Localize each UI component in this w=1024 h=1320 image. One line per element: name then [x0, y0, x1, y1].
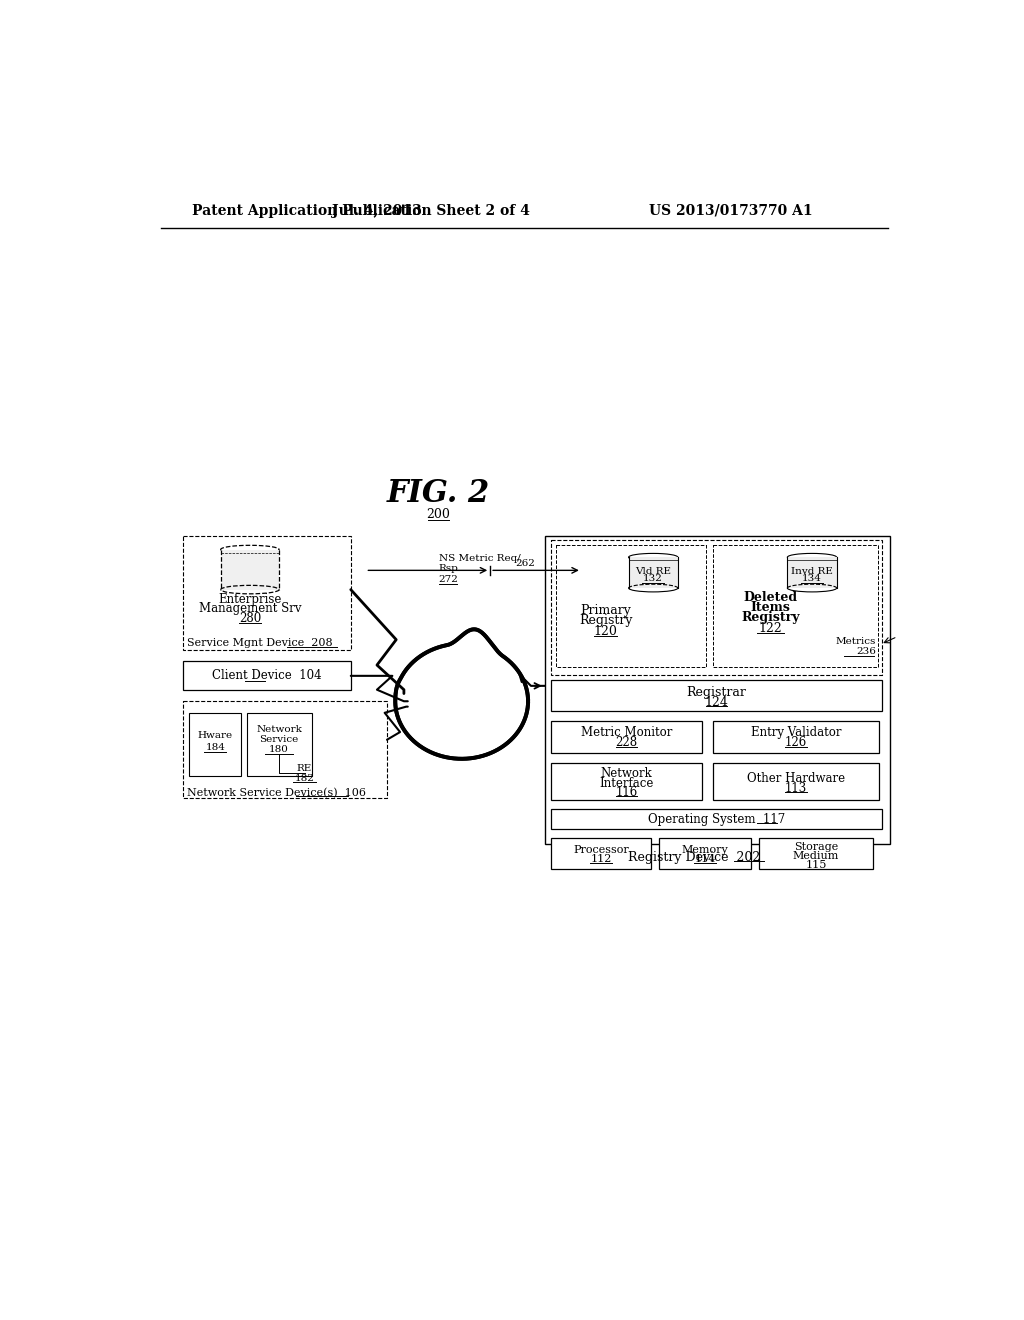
Bar — [713, 721, 879, 752]
Text: NS Metric Req/: NS Metric Req/ — [438, 554, 520, 564]
Text: 262: 262 — [515, 558, 535, 568]
Text: Hware: Hware — [198, 731, 232, 741]
Text: 112: 112 — [591, 854, 611, 865]
Bar — [551, 540, 882, 675]
Text: Medium: Medium — [793, 851, 839, 861]
Text: Other Hardware: Other Hardware — [746, 772, 845, 785]
Bar — [551, 838, 651, 869]
Text: Registrar: Registrar — [687, 686, 746, 700]
Text: 122: 122 — [759, 622, 782, 635]
Bar — [658, 838, 752, 869]
Bar — [183, 661, 351, 690]
Text: US 2013/0173770 A1: US 2013/0173770 A1 — [649, 203, 813, 218]
Text: 228: 228 — [615, 737, 638, 750]
Bar — [629, 557, 678, 589]
Text: 182: 182 — [295, 774, 314, 783]
Bar — [787, 557, 837, 589]
Bar — [183, 536, 351, 649]
Polygon shape — [395, 630, 528, 759]
Text: Enterprise: Enterprise — [218, 593, 282, 606]
Text: Storage: Storage — [794, 842, 838, 851]
Text: Network Service Device(s)  106: Network Service Device(s) 106 — [186, 788, 366, 799]
Text: 200: 200 — [427, 508, 451, 521]
Text: 126: 126 — [784, 737, 807, 750]
Bar — [713, 763, 879, 800]
Text: Registry Device  202: Registry Device 202 — [628, 851, 761, 865]
Text: Entry Validator: Entry Validator — [751, 726, 841, 739]
Text: RE: RE — [297, 764, 312, 772]
Text: 116: 116 — [615, 785, 638, 799]
Text: Metric Monitor: Metric Monitor — [581, 726, 672, 739]
Text: 180: 180 — [269, 746, 289, 754]
Text: Jul. 4, 2013   Sheet 2 of 4: Jul. 4, 2013 Sheet 2 of 4 — [332, 203, 529, 218]
Bar — [759, 838, 872, 869]
Text: Interface: Interface — [599, 777, 653, 791]
Text: Service Mgnt Device  208: Service Mgnt Device 208 — [186, 639, 333, 648]
Bar — [545, 536, 890, 843]
Text: Network: Network — [256, 725, 302, 734]
Text: Memory: Memory — [682, 845, 728, 855]
Text: Rsp: Rsp — [438, 564, 459, 573]
Text: 132: 132 — [643, 574, 664, 583]
Text: 236: 236 — [856, 648, 876, 656]
Text: 134: 134 — [802, 574, 822, 583]
Text: Registry: Registry — [741, 611, 800, 624]
Bar — [551, 809, 882, 829]
Text: Processor: Processor — [573, 845, 629, 855]
Bar — [183, 701, 387, 797]
Text: 113: 113 — [784, 781, 807, 795]
Bar — [713, 545, 879, 667]
Bar — [556, 545, 706, 667]
Bar — [220, 549, 280, 590]
Text: FIG. 2: FIG. 2 — [387, 478, 490, 508]
Text: 114: 114 — [694, 854, 716, 865]
Text: 184: 184 — [206, 743, 225, 752]
Text: Vld RE: Vld RE — [635, 566, 671, 576]
Text: Network: Network — [600, 767, 652, 780]
Text: Management Srv: Management Srv — [199, 602, 301, 615]
Text: Invd RE: Invd RE — [792, 566, 833, 576]
Bar — [189, 713, 242, 776]
Text: 124: 124 — [705, 696, 728, 709]
Text: 280: 280 — [239, 612, 261, 626]
Text: Comm Network: Comm Network — [426, 709, 520, 722]
Bar — [551, 721, 701, 752]
Text: 108: 108 — [462, 719, 484, 733]
Text: 272: 272 — [438, 576, 459, 583]
Text: 115: 115 — [805, 861, 826, 870]
Bar — [247, 713, 312, 776]
Text: Deleted: Deleted — [743, 591, 798, 603]
Text: Operating System  117: Operating System 117 — [648, 813, 785, 825]
Bar — [551, 763, 701, 800]
Text: Items: Items — [751, 601, 791, 614]
Text: Metrics: Metrics — [836, 638, 876, 647]
Text: 120: 120 — [594, 624, 617, 638]
Text: Registry: Registry — [579, 614, 633, 627]
Text: Client Device  104: Client Device 104 — [212, 669, 322, 682]
Bar — [551, 681, 882, 711]
Text: Primary: Primary — [581, 603, 631, 616]
Text: Service: Service — [259, 735, 299, 744]
Text: Patent Application Publication: Patent Application Publication — [193, 203, 432, 218]
